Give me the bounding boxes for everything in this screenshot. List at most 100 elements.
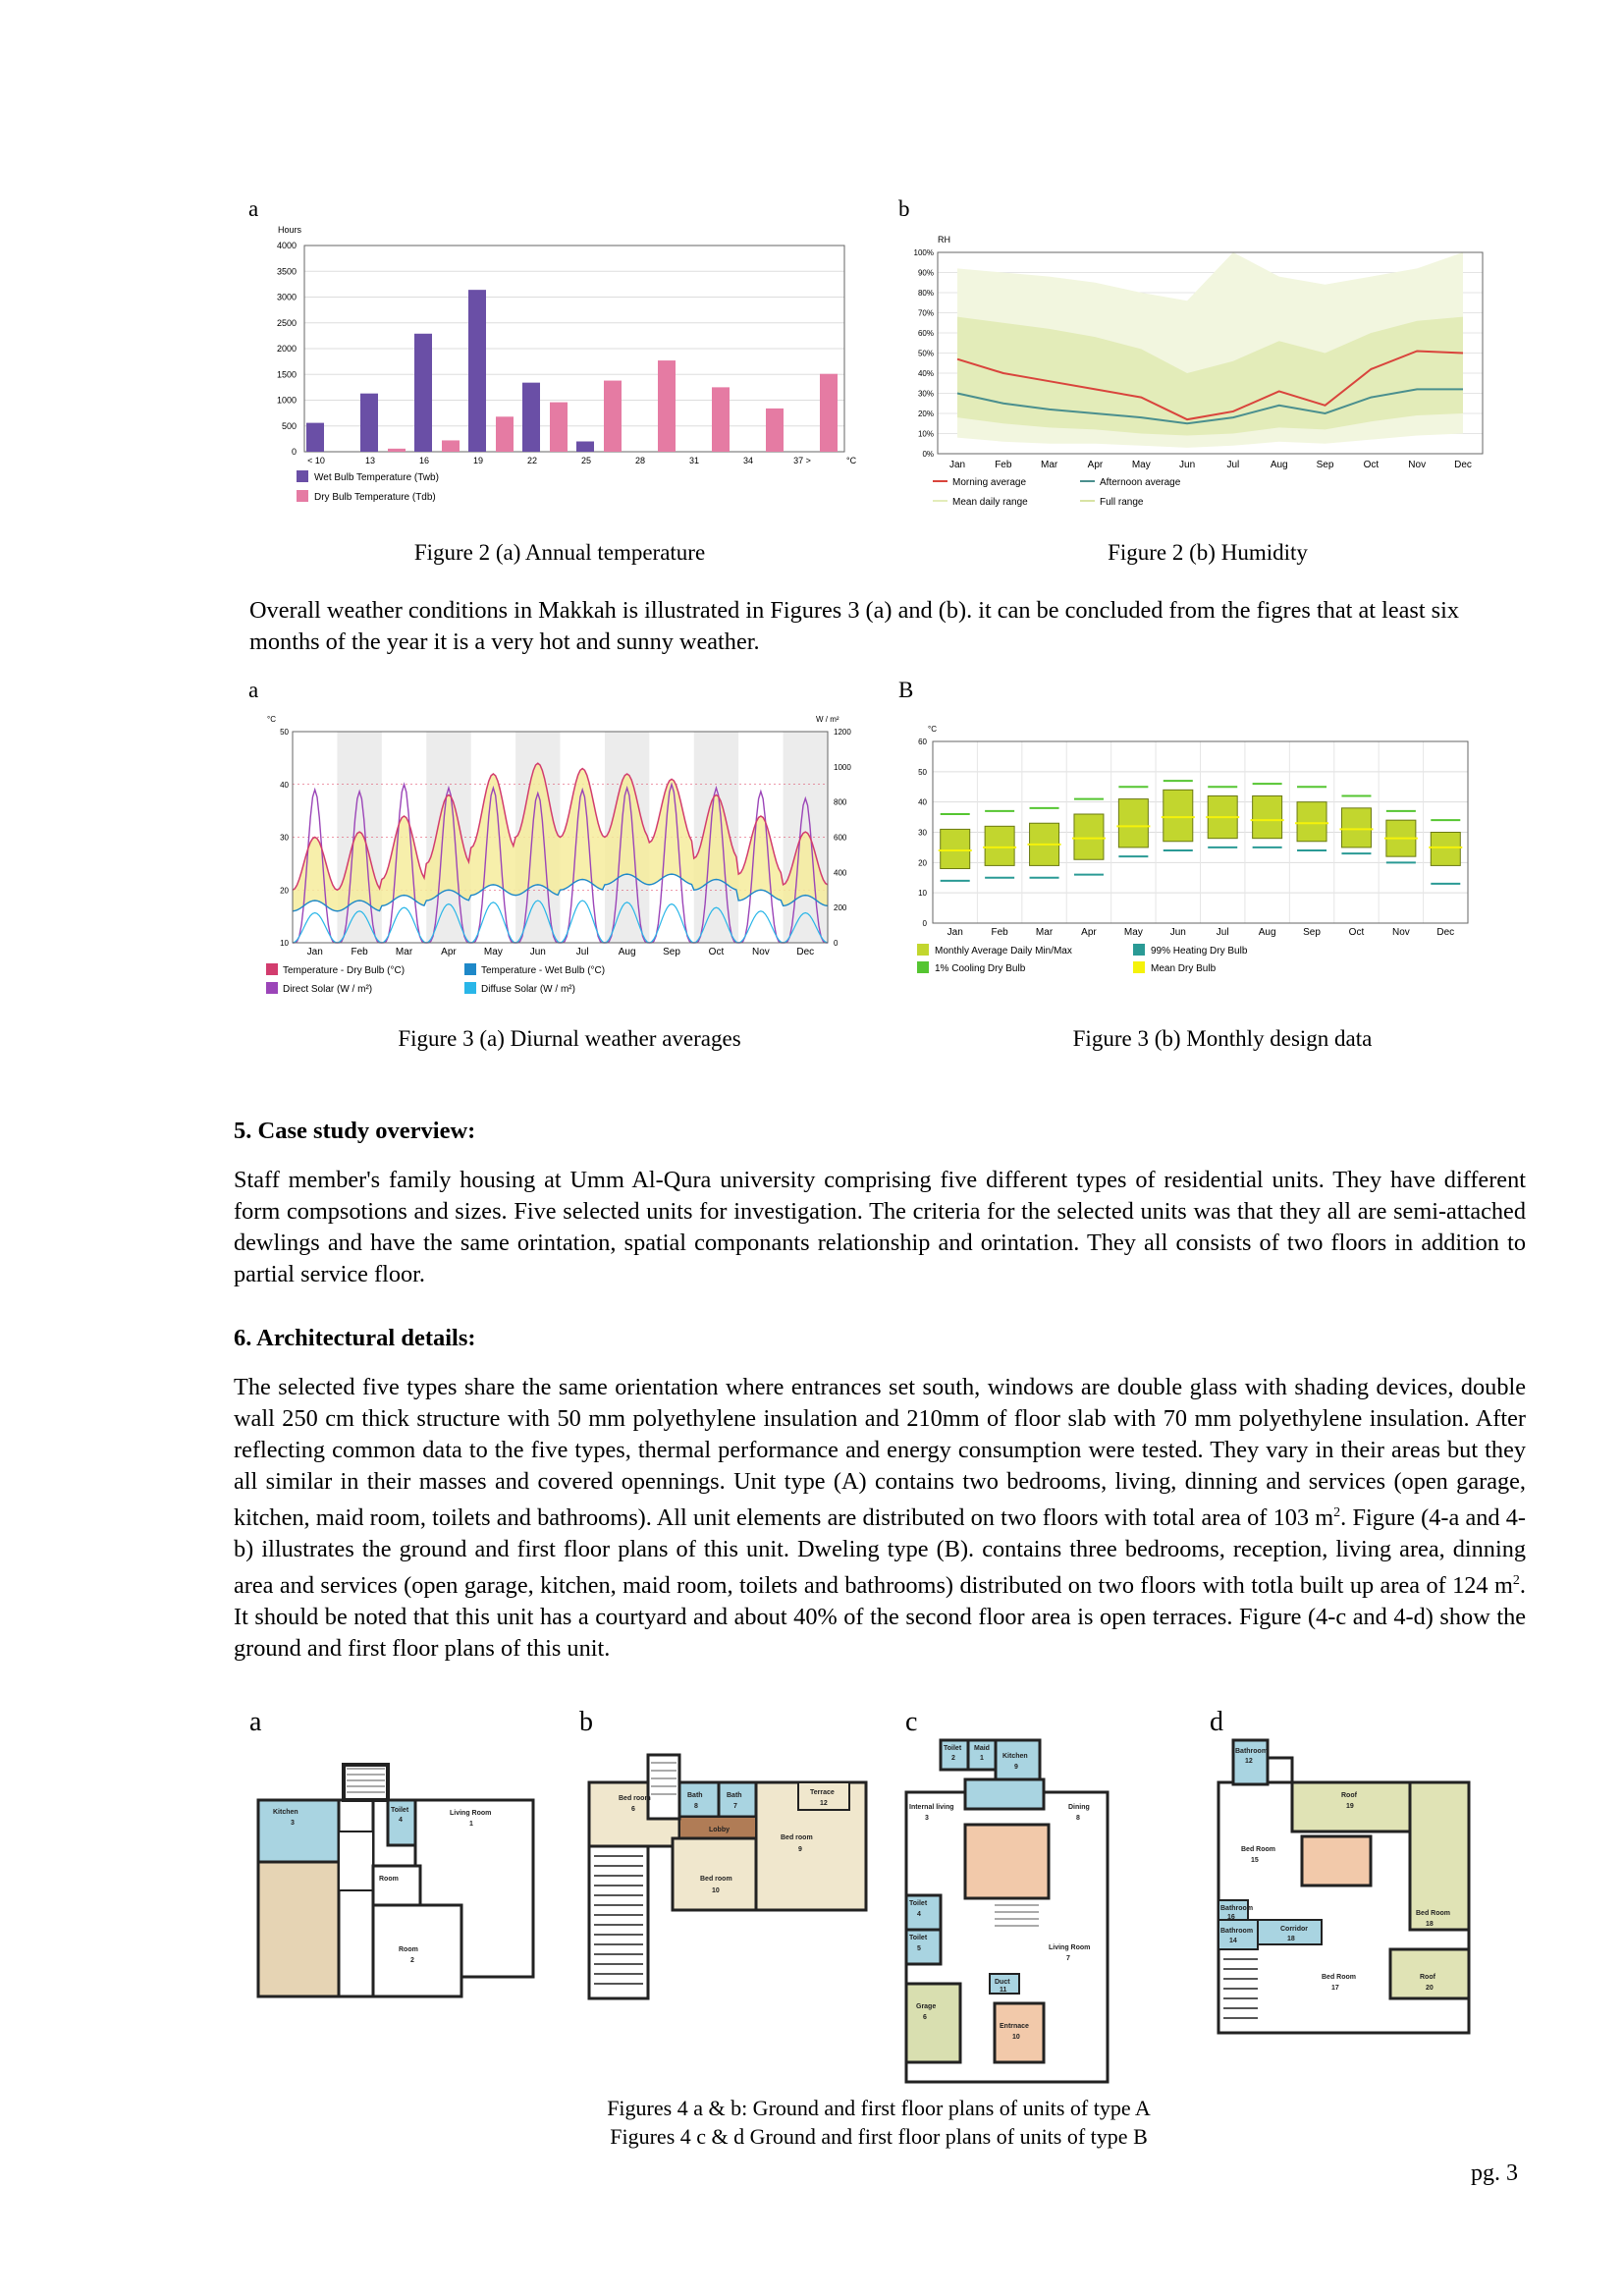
fig4-caption-1: Figures 4 a & b: Ground and first floor … — [607, 2096, 1151, 2120]
fig2a-bar-dry — [820, 373, 838, 452]
fig3b-xtick: Dec — [1436, 927, 1454, 938]
fig3b-ytick: 60 — [918, 738, 927, 746]
fig2b-chart: RH 0% 10% 20% 30% 40% 50% 60% 70% 80% 90% 100% Jan Fe… — [914, 235, 1484, 508]
plan-b-bath7-label: Bath — [727, 1792, 742, 1799]
fig2b-line-afternoon — [956, 388, 1463, 425]
fig2a-ytick: 4000 — [277, 241, 297, 250]
fig3b-box — [1296, 801, 1327, 843]
plan-d-bedroom17-num: 17 — [1331, 1985, 1339, 1992]
fig4a-letter: a — [249, 1707, 262, 1737]
fig2b-xtick: Dec — [1454, 460, 1472, 470]
fig3a-legend-swatch — [266, 963, 278, 975]
plan-d-roof19-num: 19 — [1346, 1803, 1354, 1810]
plan-c-toilet2-label: Toilet — [944, 1745, 962, 1752]
fig3b-legend-swatch — [1133, 944, 1145, 956]
fig3b-legend-label: Monthly Average Daily Min/Max — [935, 946, 1072, 957]
fig3b-xtick: May — [1124, 927, 1143, 938]
fig3a-xtick: Dec — [796, 947, 814, 957]
fig3a-xtick: Mar — [396, 947, 413, 957]
superscript-2b: 2 — [1512, 1573, 1520, 1589]
fig2a-bar-wet — [414, 333, 432, 452]
plan-c-living-label: Living Room — [1049, 1944, 1090, 1951]
section5-heading: 5. Case study overview: — [234, 1118, 476, 1144]
fig2b-legend-label: Full range — [1100, 497, 1144, 508]
fig3a-y2tick: 1200 — [834, 728, 851, 737]
fig2a-bar-wet — [576, 441, 594, 452]
plan-b-lobby-label: Lobby — [709, 1827, 730, 1833]
fig2b-ytick: 10% — [918, 430, 934, 439]
fig2a-xtick: 16 — [419, 456, 429, 465]
fig3a-y2tick: 800 — [834, 798, 847, 807]
fig2a-legend-label: Dry Bulb Temperature (Tdb) — [314, 492, 436, 503]
fig3b-xtick: Sep — [1303, 927, 1321, 938]
plan-c-garage-label: Grage — [916, 2003, 936, 2010]
section6-text-part2: . Figure (4-a and 4-b) illustrates the g… — [234, 1504, 1526, 1600]
plan-d-roof20-label: Roof — [1420, 1974, 1436, 1981]
fig3b-box — [940, 828, 971, 869]
plan-c-maid-num: 1 — [980, 1755, 984, 1762]
fig3b-ytick: 40 — [918, 798, 927, 807]
floor-plan-a: Kitchen 3 Toilet 4 Living Room 1 Room Ro… — [253, 1753, 543, 2008]
floor-plan-b: Bed room 6 Bath 8 Bath 7 Terrace 12 Lobb… — [584, 1753, 874, 2013]
fig2a-legend-swatch — [297, 470, 308, 482]
fig3a-legend-label: Temperature - Dry Bulb (°C) — [283, 965, 405, 976]
plan-d-corridor-num: 18 — [1287, 1936, 1295, 1942]
fig4d-letter: d — [1210, 1707, 1223, 1737]
plan-c-internal-living-num: 3 — [925, 1815, 929, 1822]
plan-c-toilet4-label: Toilet — [909, 1900, 928, 1907]
plan-d-roof20-num: 20 — [1426, 1985, 1434, 1992]
fig2b-xtick: Jul — [1227, 460, 1240, 470]
fig3b-legend-swatch — [917, 961, 929, 973]
fig3b-letter: B — [898, 678, 914, 702]
plan-d-bedroom15-label: Bed Room — [1241, 1846, 1275, 1853]
plan-a-living-num: 1 — [469, 1821, 473, 1828]
fig3b-legend-swatch — [1133, 961, 1145, 973]
fig2a-xlabel: °C — [846, 456, 857, 465]
fig3b-caption: Figure 3 (b) Monthly design data — [1072, 1026, 1373, 1051]
fig3b-chart: °C 0 10 20 30 40 50 60 Jan Feb Mar Apr May Jun Jul Aug S… — [917, 725, 1469, 974]
fig2a-bar-wet — [306, 422, 324, 452]
fig2a-bar-dry — [604, 380, 622, 452]
fig2a-bar-dry — [766, 408, 784, 452]
fig2a-ytick: 2000 — [277, 344, 297, 354]
fig2a-legend-swatch — [297, 490, 308, 502]
plan-d-bedroom18-num: 18 — [1426, 1921, 1434, 1928]
fig2b-xtick: Nov — [1408, 460, 1426, 470]
floor-plan-c: Toilet 2 Maid 1 Kitchen 9 Internal livin… — [901, 1738, 1112, 2097]
plan-a-kitchen-num: 3 — [291, 1820, 295, 1827]
plan-c-duct-num: 11 — [1000, 1987, 1007, 1994]
fig3a-y2tick: 400 — [834, 868, 847, 877]
plan-b-terrace-num: 12 — [820, 1800, 828, 1807]
plan-d-bathroom14-label: Bathroom — [1220, 1928, 1253, 1935]
fig2a-bar-wet — [360, 393, 378, 452]
plan-a-room2-label: Room — [399, 1946, 418, 1953]
fig2a-ytick: 0 — [292, 447, 297, 457]
fig2b-xtick: Apr — [1088, 460, 1104, 470]
plan-c-dining-num: 8 — [1076, 1815, 1080, 1822]
fig2a-xtick: 19 — [473, 456, 483, 465]
fig3b-ytick: 10 — [918, 889, 927, 898]
plan-b-bedroom6-label: Bed room — [619, 1795, 651, 1802]
fig3a-xtick: Feb — [352, 947, 369, 957]
section6-text: The selected five types share the same o… — [234, 1372, 1526, 1665]
fig3a-legend-label: Direct Solar (W / m²) — [283, 984, 372, 995]
plan-b-terrace-label: Terrace — [810, 1789, 835, 1796]
fig2a-legend-label: Wet Bulb Temperature (Twb) — [314, 472, 439, 483]
fig3a-caption: Figure 3 (a) Diurnal weather averages — [398, 1026, 741, 1051]
fig2b-ytick: 50% — [918, 350, 934, 358]
fig3b-box — [1430, 832, 1461, 866]
fig3a-xtick: Jan — [307, 947, 323, 957]
fig2a-ytick: 3000 — [277, 293, 297, 302]
fig4-caption-2: Figures 4 c & d Ground and first floor p… — [610, 2124, 1148, 2149]
fig3b-box — [1163, 789, 1194, 843]
section6-text-part1: The selected five types share the same o… — [234, 1374, 1526, 1532]
floor-plan-d: Bathroom 12 Roof 19 Bed Room 15 Bathroom… — [1214, 1738, 1474, 2048]
fig3b-xtick: Feb — [992, 927, 1009, 938]
fig2a-letter: a — [248, 196, 259, 221]
fig2b-xtick: Feb — [995, 460, 1012, 470]
fig3b-box — [1340, 807, 1372, 848]
fig3a-y2label: W / m² — [816, 715, 839, 724]
fig2b-ytick: 40% — [918, 369, 934, 378]
superscript-2: 2 — [1333, 1505, 1341, 1520]
plan-d-bathroom14-num: 14 — [1229, 1938, 1237, 1944]
